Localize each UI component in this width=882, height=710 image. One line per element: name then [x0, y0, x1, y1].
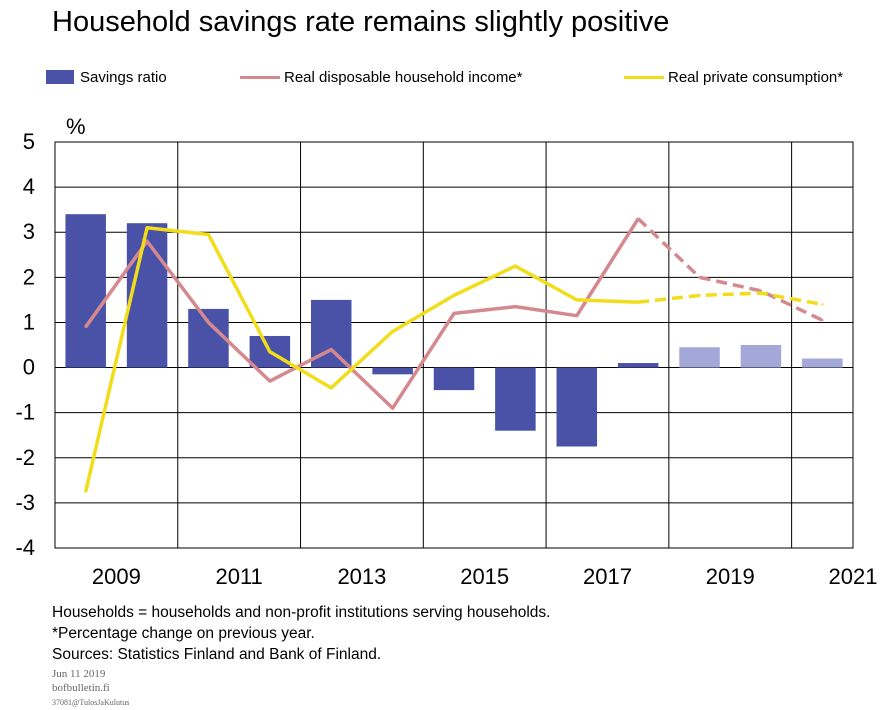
- y-axis-unit: %: [66, 114, 86, 139]
- line-income-actual: [84, 217, 640, 410]
- bar-savings-ratio: [65, 214, 106, 368]
- line-consumption-point: [514, 264, 517, 268]
- x-tick-label: 2013: [337, 564, 386, 589]
- line-consumption-point: [330, 386, 333, 390]
- x-tick-label: 2021: [829, 564, 878, 589]
- bar-savings-ratio: [433, 367, 475, 391]
- line-consumption-point: [575, 298, 578, 302]
- line-consumption-point: [268, 350, 272, 353]
- y-tick-label: -4: [15, 535, 35, 560]
- line-income-point: [207, 321, 210, 324]
- bar-savings-ratio: [740, 345, 782, 368]
- line-income-point: [84, 325, 87, 329]
- legend-swatch-income: [240, 75, 280, 79]
- x-tick-label: 2015: [460, 564, 509, 589]
- legend-label-income: Real disposable household income*: [284, 68, 523, 86]
- legend-item-consumption: Real private consumption*: [624, 62, 843, 92]
- y-tick-label: -1: [15, 400, 35, 425]
- line-income-point: [452, 312, 456, 315]
- legend-label-savings: Savings ratio: [80, 68, 167, 86]
- y-tick-label: 0: [23, 355, 35, 380]
- y-tick-label: 4: [23, 174, 35, 199]
- x-tick-label: 2019: [706, 564, 755, 589]
- line-consumption-point: [207, 233, 210, 236]
- y-tick-label: -3: [15, 490, 35, 515]
- bar-savings-ratio: [126, 223, 168, 368]
- legend-label-consumption: Real private consumption*: [668, 68, 844, 86]
- line-income-point: [821, 318, 824, 322]
- bar-savings-ratio: [556, 367, 598, 447]
- line-income-point: [575, 314, 578, 317]
- legend-swatch-savings: [46, 70, 74, 84]
- line-income-point: [391, 406, 394, 410]
- line-consumption-forecast: [637, 291, 823, 307]
- y-tick-label: 5: [23, 129, 35, 154]
- chart-title: Household savings rate remains slightly …: [52, 6, 670, 38]
- plot-frame: [54, 141, 854, 549]
- chart-svg: 5 4 3 2 1 0 -1 -2 -3 -4% 2009 2011 2013 2015 2017 2019 2…: [15, 114, 878, 589]
- footnote-sources: Sources: Statistics Finland and Bank of …: [52, 646, 382, 663]
- bar-savings-ratio: [495, 367, 536, 431]
- chart-code: 37081@TulosJaKulutus: [52, 698, 130, 707]
- line-income-point: [698, 276, 701, 279]
- line-income-forecast: [636, 217, 824, 322]
- footnote-percentage: *Percentage change on previous year.: [52, 625, 315, 642]
- line-consumption-point: [821, 303, 824, 306]
- line-income-point: [268, 379, 272, 383]
- footnote-households: Households = households and non-profit i…: [52, 604, 551, 621]
- line-income-point: [330, 348, 333, 351]
- site-name: bofbulletin.fi: [52, 682, 110, 694]
- bar-savings-ratio: [802, 358, 843, 368]
- x-tick-label: 2009: [92, 564, 141, 589]
- line-income-point: [636, 217, 640, 220]
- line-income-point: [145, 240, 149, 243]
- line-consumption-point: [145, 226, 149, 229]
- line-income-point: [514, 305, 517, 308]
- line-consumption-point: [452, 294, 456, 297]
- line-consumption-point: [636, 300, 640, 304]
- legend-swatch-consumption: [624, 75, 664, 79]
- line-consumption-point: [391, 330, 394, 333]
- publish-date: Jun 11 2019: [52, 668, 106, 680]
- bar-savings-ratio: [617, 363, 659, 368]
- legend: Savings ratio Real disposable household …: [0, 62, 882, 92]
- x-tick-label: 2011: [215, 564, 262, 589]
- y-tick-label: 2: [23, 264, 35, 289]
- y-tick-label: 3: [23, 219, 35, 244]
- bar-savings-ratio: [372, 367, 413, 375]
- bar-savings-ratio: [679, 347, 720, 368]
- line-consumption-actual: [83, 225, 639, 493]
- legend-item-income: Real disposable household income*: [240, 62, 523, 92]
- legend-item-savings: Savings ratio: [46, 62, 167, 92]
- line-consumption-point: [698, 294, 701, 297]
- line-consumption-point: [759, 291, 763, 295]
- line-consumption-point: [84, 490, 87, 493]
- bar-savings-ratio: [188, 308, 229, 368]
- y-tick-label: -2: [15, 445, 35, 470]
- x-tick-label: 2017: [583, 564, 632, 589]
- y-tick-label: 1: [23, 309, 35, 334]
